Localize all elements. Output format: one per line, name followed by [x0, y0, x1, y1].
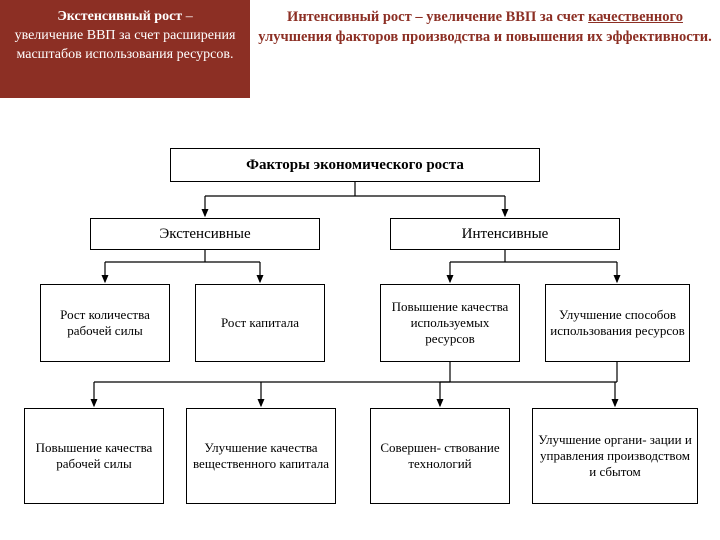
factor-capital-quality: Улучшение качества вещественного капитал…: [186, 408, 336, 504]
leaf-label: Улучшение органи- зации и управления про…: [537, 432, 693, 481]
def-left-dash: –: [186, 9, 193, 24]
def-right-prefix: увеличение ВВП за счет: [426, 9, 584, 25]
definitions-row: Экстенсивный рост – увеличение ВВП за сч…: [0, 0, 720, 98]
factor-resource-quality: Повышение качества используемых ресурсов: [380, 284, 520, 362]
def-right-underlined: качественного: [588, 9, 683, 25]
factor-management: Улучшение органи- зации и управления про…: [532, 408, 698, 504]
leaf-label: Улучшение способов использования ресурсо…: [550, 307, 685, 340]
factor-capital-growth: Рост капитала: [195, 284, 325, 362]
factor-technology: Совершен- ствование технологий: [370, 408, 510, 504]
leaf-label: Повышение качества рабочей силы: [29, 440, 159, 473]
factor-resource-usage: Улучшение способов использования ресурсо…: [545, 284, 690, 362]
def-right-title: Интенсивный рост: [287, 9, 412, 25]
root-box: Факторы экономического роста: [170, 148, 540, 182]
cat-left-label: Экстенсивные: [159, 226, 250, 243]
def-left-body: увеличение ВВП за счет расширения масшта…: [15, 28, 236, 62]
factors-tree: Факторы экономического роста Экстенсивны…: [0, 98, 720, 540]
def-right-suffix: улучшения факторов производства и повыше…: [258, 29, 712, 45]
leaf-label: Рост капитала: [221, 315, 299, 331]
category-intensive: Интенсивные: [390, 218, 620, 250]
leaf-label: Совершен- ствование технологий: [375, 440, 505, 473]
definition-intensive: Интенсивный рост – увеличение ВВП за сче…: [250, 0, 720, 98]
leaf-label: Улучшение качества вещественного капитал…: [191, 440, 331, 473]
leaf-label: Повышение качества используемых ресурсов: [385, 299, 515, 348]
factor-labor-quality: Повышение качества рабочей силы: [24, 408, 164, 504]
root-label: Факторы экономического роста: [246, 157, 464, 174]
definition-extensive: Экстенсивный рост – увеличение ВВП за сч…: [0, 0, 250, 98]
def-right-dash: –: [415, 9, 422, 25]
category-extensive: Экстенсивные: [90, 218, 320, 250]
cat-right-label: Интенсивные: [462, 226, 549, 243]
leaf-label: Рост количества рабочей силы: [45, 307, 165, 340]
def-left-title: Экстенсивный рост: [57, 9, 182, 24]
factor-labor-growth: Рост количества рабочей силы: [40, 284, 170, 362]
